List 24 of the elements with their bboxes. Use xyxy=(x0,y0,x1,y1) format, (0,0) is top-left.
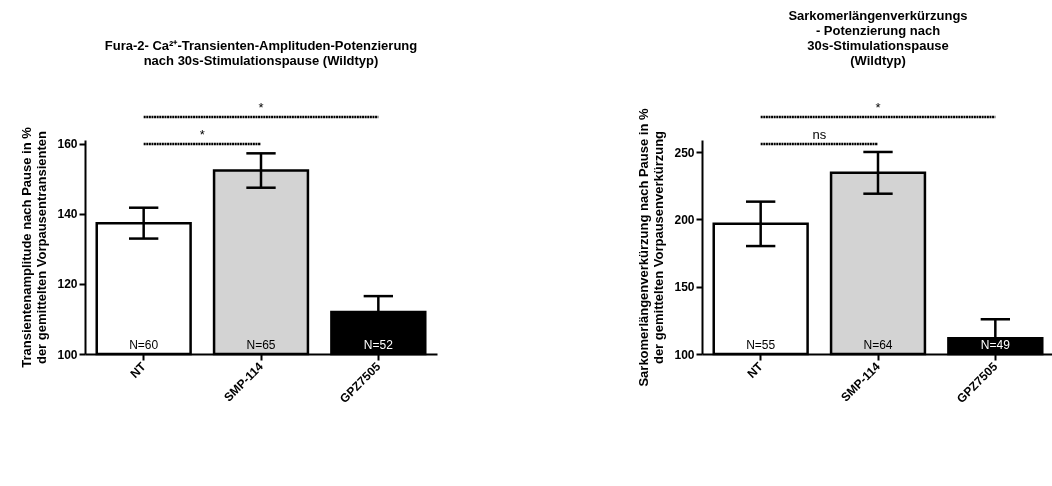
text: * xyxy=(875,100,881,115)
y-tick-label: 120 xyxy=(57,277,78,292)
y-axis-title: Transientenamplitude nach Pause in % der gemittelten Vorpausentransienten xyxy=(19,126,50,368)
annotation: N=55 xyxy=(746,338,776,352)
annotation: * xyxy=(199,127,205,142)
annotation: N=65 xyxy=(246,338,276,352)
y-tick-label: 250 xyxy=(674,145,695,160)
y-tick-label: 150 xyxy=(674,280,695,295)
y-tick-label: 100 xyxy=(674,347,695,362)
y-tick-label: 200 xyxy=(674,212,695,227)
annotation: ns xyxy=(812,127,827,142)
y-tick-label: 140 xyxy=(57,207,78,222)
x-tick-label: NT xyxy=(127,359,150,381)
annotation: N=52 xyxy=(363,338,394,352)
y-tick-label: 160 xyxy=(57,137,78,152)
y-tick-label: 100 xyxy=(57,347,78,362)
annotation: N=60 xyxy=(129,338,159,352)
chart-title: Fura-2- Ca²⁺-Transienten-Amplituden-Potenzierung nach 30s-Stimulationspause (Wildtyp) xyxy=(104,38,418,68)
chart-title: Sarkomerlängenverkürzungs - Potenzierung nach 30s-Stimulationspause (Wildtyp) xyxy=(788,8,968,68)
annotation: N=64 xyxy=(863,338,893,352)
y-axis-title: Sarkomerlängenverkürzung nach Pause in % der gemittelten Vorpausenverkürzung xyxy=(636,107,667,387)
text: * xyxy=(258,100,264,115)
annotation: N=49 xyxy=(980,338,1011,352)
x-tick-label: NT xyxy=(744,359,767,381)
